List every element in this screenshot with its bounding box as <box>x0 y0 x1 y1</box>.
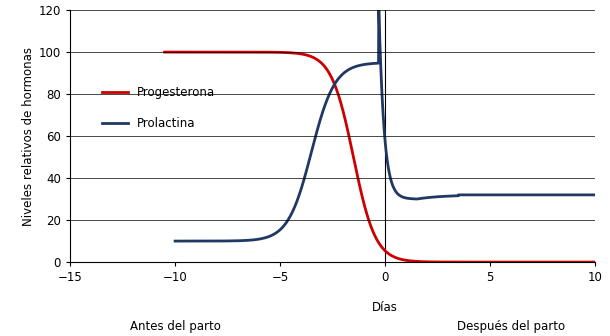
Prolactina <box>576 193 583 197</box>
Prolactina <box>321 102 329 107</box>
Text: Antes del parto: Antes del parto <box>130 321 220 333</box>
Progesterona <box>576 260 583 264</box>
Progesterona <box>307 55 315 59</box>
Progesterona <box>479 260 487 264</box>
Text: Después del parto: Después del parto <box>457 321 565 333</box>
Text: Días: Días <box>372 301 398 314</box>
Line: Prolactina: Prolactina <box>175 5 595 241</box>
Prolactina <box>307 150 315 154</box>
Prolactina <box>591 193 598 197</box>
Prolactina <box>576 193 583 197</box>
Y-axis label: Niveles relativos de hormonas: Niveles relativos de hormonas <box>21 47 35 225</box>
Progesterona <box>576 260 583 264</box>
Progesterona <box>591 260 598 264</box>
Legend: Progesterona, Prolactina: Progesterona, Prolactina <box>97 82 220 135</box>
Prolactina <box>479 193 487 197</box>
Line: Progesterona: Progesterona <box>165 52 595 262</box>
Progesterona <box>321 65 329 69</box>
